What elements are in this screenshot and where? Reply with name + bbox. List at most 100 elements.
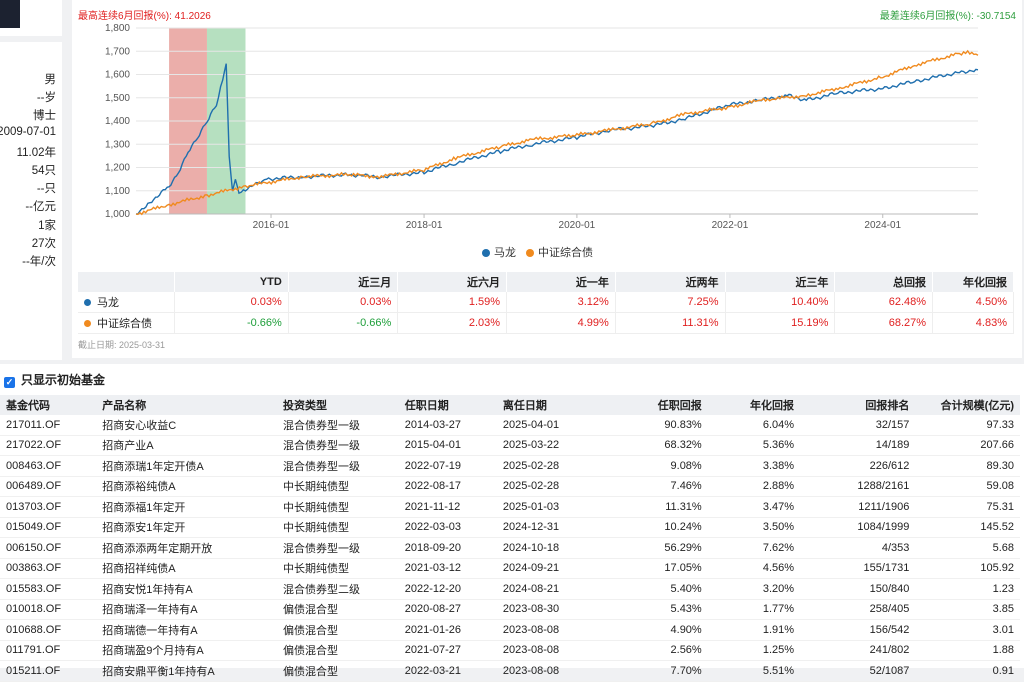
perf-header-cell: 年化回报 bbox=[932, 272, 1014, 292]
fund-cell: 68.32% bbox=[606, 435, 708, 456]
fund-cell: 7.46% bbox=[606, 476, 708, 497]
fund-cell: 2.56% bbox=[606, 640, 708, 661]
perf-value-cell: 0.03% bbox=[288, 292, 399, 313]
fund-row[interactable]: 010688.OF 招商瑞德一年持有A 偏债混合型 2021-01-26 2023-08… bbox=[0, 619, 1020, 641]
fund-list-card: ✓ 只显示初始基金 基金代码 产品名称 投资类型 任职日期 离任日期 任职回报 年化回报 回报排… bbox=[0, 364, 1024, 682]
fund-row[interactable]: 003863.OF 招商招祥纯债A 中长期纯债型 2021-03-12 2024-09-… bbox=[0, 558, 1020, 579]
perf-header-cell: 近三月 bbox=[288, 272, 399, 292]
fund-cell: 混合债券型二级 bbox=[276, 578, 399, 600]
fund-cell: 2023-08-08 bbox=[496, 660, 607, 682]
x-tick-label: 2018-01 bbox=[406, 220, 443, 231]
fund-row[interactable]: 006489.OF 招商添裕纯债A 中长期纯债型 2022-08-17 2025-02-… bbox=[0, 476, 1020, 497]
perf-header-cell: YTD bbox=[174, 272, 289, 292]
legend-dot-icon bbox=[526, 249, 534, 257]
fund-cell: 2022-12-20 bbox=[398, 578, 497, 600]
fund-cell: 006489.OF bbox=[0, 476, 97, 497]
profile-value: 2009-07-01 bbox=[0, 125, 56, 138]
fund-cell: 015211.OF bbox=[0, 660, 97, 682]
fund-header-cell[interactable]: 任职回报 bbox=[606, 395, 708, 415]
y-tick-label: 1,400 bbox=[105, 116, 130, 127]
fund-header-cell[interactable]: 产品名称 bbox=[96, 395, 277, 415]
fund-cell: 11.31% bbox=[606, 496, 708, 518]
fund-cell: 217011.OF bbox=[0, 415, 97, 436]
fund-cell: 207.66 bbox=[915, 435, 1020, 456]
fund-header-cell[interactable]: 离任日期 bbox=[496, 395, 607, 415]
fund-cell: 2015-04-01 bbox=[398, 435, 497, 456]
fund-header-cell[interactable]: 任职日期 bbox=[398, 395, 497, 415]
fund-cell: 招商瑞德一年持有A bbox=[96, 619, 277, 641]
fund-cell: 52/1087 bbox=[800, 660, 916, 682]
perf-series-label: 马龙 bbox=[97, 297, 119, 309]
legend-label: 中证综合债 bbox=[538, 247, 593, 259]
fund-cell: 2021-03-12 bbox=[398, 558, 497, 579]
fund-cell: 89.30 bbox=[915, 455, 1020, 477]
manager-profile-panel: 男 --岁 博士 2009-07-01 11.02年 54只 --只 --亿元 1家 27次 --年… bbox=[0, 0, 62, 360]
min-6m-return-label: 最差连续6月回报(%): -30.7154 bbox=[879, 11, 1016, 22]
fund-cell: 75.31 bbox=[915, 496, 1020, 518]
fund-cell: 5.51% bbox=[707, 660, 801, 682]
fund-cell: 偏债混合型 bbox=[276, 660, 399, 682]
perf-header-cell: 近两年 bbox=[615, 272, 726, 292]
fund-row[interactable]: 013703.OF 招商添福1年定开 中长期纯债型 2021-11-12 2025-01… bbox=[0, 496, 1020, 518]
fund-row[interactable]: 217011.OF 招商安心收益C 混合债券型一级 2014-03-27 2025-04… bbox=[0, 415, 1020, 436]
x-tick-label: 2020-01 bbox=[559, 220, 596, 231]
series-dot-icon bbox=[84, 320, 91, 327]
series-line-2 bbox=[135, 49, 979, 216]
fund-cell: 9.08% bbox=[606, 455, 708, 477]
fund-header-cell[interactable]: 基金代码 bbox=[0, 395, 97, 415]
fund-row[interactable]: 011791.OF 招商瑞盈9个月持有A 偏债混合型 2021-07-27 2023-0… bbox=[0, 640, 1020, 661]
fund-cell: 3.38% bbox=[707, 455, 801, 477]
fund-cell: 偏债混合型 bbox=[276, 599, 399, 620]
x-tick-label: 2016-01 bbox=[253, 220, 290, 231]
fund-row[interactable]: 015049.OF 招商添安1年定开 中长期纯债型 2022-03-03 2024-12… bbox=[0, 517, 1020, 538]
fund-cell: 145.52 bbox=[915, 517, 1020, 538]
fund-cell: 2020-08-27 bbox=[398, 599, 497, 620]
legend-item[interactable]: 马龙 bbox=[482, 247, 516, 259]
fund-cell: 4/353 bbox=[800, 537, 916, 559]
fund-header-cell[interactable]: 投资类型 bbox=[276, 395, 399, 415]
fund-cell: 1084/1999 bbox=[800, 517, 916, 538]
y-tick-label: 1,700 bbox=[105, 46, 130, 57]
fund-cell: 241/802 bbox=[800, 640, 916, 661]
fund-cell: 6.04% bbox=[707, 415, 801, 436]
fund-cell: 2025-02-28 bbox=[496, 455, 607, 477]
perf-value-cell: 0.03% bbox=[174, 292, 289, 313]
fund-cell: 1.23 bbox=[915, 578, 1020, 600]
series-line-1 bbox=[135, 63, 979, 215]
perf-header-cell bbox=[78, 272, 176, 292]
filter-label: 只显示初始基金 bbox=[21, 373, 106, 387]
fund-cell: 2024-10-18 bbox=[496, 537, 607, 559]
fund-header-cell[interactable]: 回报排名 bbox=[800, 395, 916, 415]
fund-cell: 2022-07-19 bbox=[398, 455, 497, 477]
legend-item[interactable]: 中证综合债 bbox=[526, 247, 593, 259]
checkbox-checked-icon[interactable]: ✓ bbox=[4, 377, 15, 388]
fund-cell: 招商产业A bbox=[96, 435, 277, 456]
chart-legend[interactable]: 马龙 中证综合债 bbox=[482, 244, 603, 260]
perf-value-cell: 10.40% bbox=[725, 292, 836, 313]
perf-series-name: 中证综合债 bbox=[78, 312, 176, 334]
fund-cell: 32/157 bbox=[800, 415, 916, 436]
fund-row[interactable]: 006150.OF 招商添添两年定期开放 混合债券型一级 2018-09-20 2024… bbox=[0, 537, 1020, 559]
fund-cell: 5.43% bbox=[606, 599, 708, 620]
fund-cell: 招商添裕纯债A bbox=[96, 476, 277, 497]
fund-cell: 90.83% bbox=[606, 415, 708, 436]
fund-cell: 226/612 bbox=[800, 455, 916, 477]
y-tick-label: 1,500 bbox=[105, 93, 130, 104]
legend-label: 马龙 bbox=[494, 247, 516, 259]
fund-cell: 7.62% bbox=[707, 537, 801, 559]
fund-row[interactable]: 015583.OF 招商安悦1年持有A 混合债券型二级 2022-12-20 2024-… bbox=[0, 578, 1020, 600]
fund-row[interactable]: 008463.OF 招商添瑞1年定开债A 混合债券型一级 2022-07-19 2025… bbox=[0, 455, 1020, 477]
fund-cell: 2022-08-17 bbox=[398, 476, 497, 497]
initial-fund-filter[interactable]: ✓ 只显示初始基金 bbox=[4, 371, 105, 388]
fund-row[interactable]: 015211.OF 招商安鼎平衡1年持有A 偏债混合型 2022-03-21 2023-… bbox=[0, 660, 1020, 682]
fund-cell: 17.05% bbox=[606, 558, 708, 579]
fund-row[interactable]: 217022.OF 招商产业A 混合债券型一级 2015-04-01 2025-03-2… bbox=[0, 435, 1020, 456]
fund-header-cell[interactable]: 年化回报 bbox=[707, 395, 801, 415]
y-tick-label: 1,800 bbox=[105, 23, 130, 34]
perf-header-cell: 总回报 bbox=[834, 272, 934, 292]
fund-cell: 招商添添两年定期开放 bbox=[96, 537, 277, 559]
fund-header-cell[interactable]: 合计规模(亿元) bbox=[915, 395, 1020, 415]
profile-value: 11.02年 bbox=[16, 146, 56, 159]
fund-row[interactable]: 010018.OF 招商瑞泽一年持有A 偏债混合型 2020-08-27 2023-08… bbox=[0, 599, 1020, 620]
fund-cell: 150/840 bbox=[800, 578, 916, 600]
